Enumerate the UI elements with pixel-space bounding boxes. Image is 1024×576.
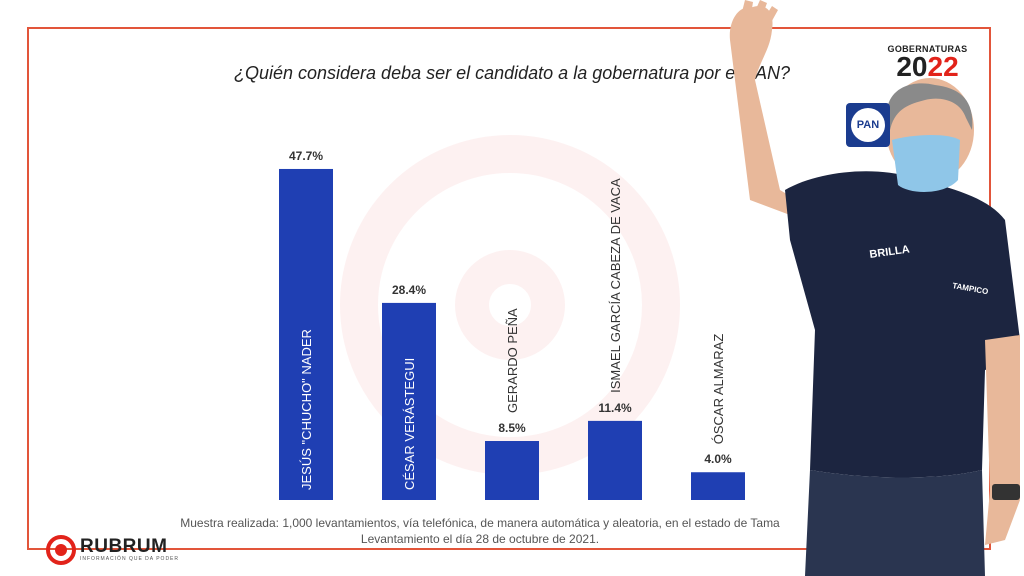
data-label-0: 47.7% — [289, 149, 323, 163]
bar-0 — [279, 168, 333, 500]
shirt-text-1: BRILLA — [869, 243, 911, 261]
rubrum-name: RUBRUM — [80, 536, 168, 557]
bar-2 — [485, 441, 539, 500]
data-label-3: 11.4% — [598, 401, 632, 415]
chart-title: ¿Quién considera deba ser el candidato a… — [233, 63, 790, 83]
category-label-3: ISMAEL GARCÍA CABEZA DE VACA — [608, 178, 623, 393]
data-label-4: 4.0% — [704, 452, 732, 466]
rubrum-target-icon — [46, 535, 76, 565]
pan-logo-text: PAN — [856, 119, 880, 131]
footer-line-2: Levantamiento el día 28 de octubre de 20… — [360, 532, 600, 546]
year-suffix: 22 — [927, 51, 959, 82]
gobernaturas-logo: GOBERNATURAS 2022 — [880, 44, 975, 82]
bar-4 — [691, 472, 745, 500]
footer-line-1: Muestra realizada: 1,000 levantamientos,… — [180, 516, 780, 530]
gobernaturas-title: GOBERNATURAS — [887, 44, 968, 54]
bar-3 — [588, 420, 642, 500]
category-label-4: ÓSCAR ALMARAZ — [711, 334, 726, 445]
data-label-2: 8.5% — [498, 421, 526, 435]
rubrum-tagline: INFORMACIÓN QUE DA PODER — [80, 556, 180, 562]
methodology-footer: Muestra realizada: 1,000 levantamientos,… — [150, 515, 810, 547]
pan-party-logo: PAN — [846, 103, 890, 147]
data-label-1: 28.4% — [392, 283, 426, 297]
category-label-1: CÉSAR VERÁSTEGUI — [402, 358, 417, 490]
candidate-photo: BRILLA TAMPICO — [729, 0, 1020, 576]
rubrum-logo: RUBRUM INFORMACIÓN QUE DA PODER — [46, 535, 179, 565]
bar-1 — [382, 302, 436, 500]
gobernaturas-year: 2022 — [880, 51, 975, 82]
category-label-2: GERARDO PEÑA — [505, 308, 520, 413]
year-prefix: 20 — [896, 51, 928, 82]
category-label-0: JESÚS "CHUCHO" NADER — [299, 329, 314, 490]
pan-logo-ring: PAN — [851, 108, 885, 142]
